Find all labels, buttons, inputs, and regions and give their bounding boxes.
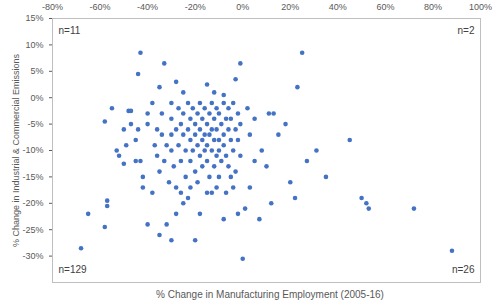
html-text:% Change in Manufacturing Empl: % Change in Manufacturing Employment (20… bbox=[156, 289, 384, 300]
svg-text:-20%: -20% bbox=[22, 198, 43, 208]
svg-text:-30%: -30% bbox=[22, 251, 43, 261]
svg-text:40%: 40% bbox=[329, 2, 347, 12]
svg-text:80%: 80% bbox=[424, 2, 442, 12]
svg-text:100%: 100% bbox=[469, 2, 492, 12]
svg-text:0%: 0% bbox=[236, 2, 249, 12]
svg-text:0%: 0% bbox=[30, 93, 43, 103]
svg-text:n=129: n=129 bbox=[59, 264, 88, 275]
svg-text:% Change in Industrial & Comme: % Change in Industrial & Commercial Emis… bbox=[11, 53, 21, 247]
svg-text:-25%: -25% bbox=[22, 225, 43, 235]
svg-text:15%: 15% bbox=[25, 13, 43, 23]
svg-text:-10%: -10% bbox=[22, 145, 43, 155]
svg-text:-15%: -15% bbox=[22, 172, 43, 182]
svg-text:n=26: n=26 bbox=[452, 264, 475, 275]
svg-text:n=2: n=2 bbox=[458, 25, 475, 36]
svg-text:10%: 10% bbox=[25, 40, 43, 50]
svg-text:60%: 60% bbox=[376, 2, 394, 12]
svg-text:n=11: n=11 bbox=[59, 25, 81, 36]
svg-text:-40%: -40% bbox=[137, 2, 158, 12]
svg-text:-80%: -80% bbox=[42, 2, 63, 12]
svg-text:-5%: -5% bbox=[27, 119, 43, 129]
svg-text:5%: 5% bbox=[30, 66, 43, 76]
svg-text:20%: 20% bbox=[281, 2, 299, 12]
svg-text:-60%: -60% bbox=[90, 2, 111, 12]
svg-text:-20%: -20% bbox=[185, 2, 206, 12]
